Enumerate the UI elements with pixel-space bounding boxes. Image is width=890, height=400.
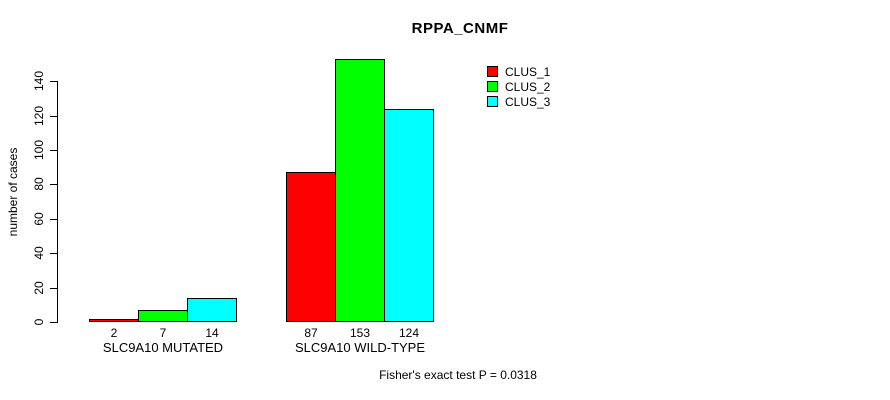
bar-clus_1-2 [286, 172, 336, 322]
bar-value-label: 14 [205, 326, 219, 340]
legend-item-label: CLUS_3 [505, 94, 551, 109]
y-axis-tick-label: 80 [32, 177, 46, 191]
group-label: SLC9A10 WILD-TYPE [294, 340, 426, 355]
y-axis-tick [50, 184, 57, 185]
legend-item: CLUS_1 [487, 64, 550, 79]
bar-value-label: 124 [398, 326, 420, 340]
y-axis-tick [50, 116, 57, 117]
legend: CLUS_1 CLUS_2 CLUS_3 [487, 64, 550, 109]
y-axis-tick-label: 20 [32, 281, 46, 295]
bar-clus_3-1 [187, 298, 237, 322]
bar-clus_2-2 [335, 59, 385, 322]
y-axis-tick [50, 219, 57, 220]
legend-item-label: CLUS_2 [505, 79, 551, 94]
legend-swatch-clus_1 [487, 66, 498, 77]
legend-item: CLUS_3 [487, 94, 550, 109]
y-axis-tick-label: 40 [32, 246, 46, 260]
y-axis-line [57, 81, 58, 323]
bar-clus_3-2 [384, 109, 434, 322]
bar-clus_1-1 [89, 319, 139, 322]
y-axis-tick [50, 322, 57, 323]
fisher-test-annotation: Fisher's exact test P = 0.0318 [379, 368, 537, 382]
y-axis-tick [50, 288, 57, 289]
group-label: SLC9A10 MUTATED [102, 340, 224, 355]
y-axis-tick [50, 150, 57, 151]
y-axis-tick [50, 253, 57, 254]
legend-item-label: CLUS_1 [505, 64, 551, 79]
y-axis-tick [50, 81, 57, 82]
y-axis-tick-label: 120 [32, 105, 46, 127]
legend-item: CLUS_2 [487, 79, 550, 94]
legend-swatch-clus_2 [487, 81, 498, 92]
y-axis-tick-label: 0 [32, 318, 46, 326]
chart-title: RPPA_CNMF [411, 20, 509, 37]
legend-swatch-clus_3 [487, 96, 498, 107]
bar-value-label: 153 [349, 326, 371, 340]
y-axis-tick-label: 60 [32, 212, 46, 226]
bar-value-label: 2 [110, 326, 118, 340]
bar-clus_2-1 [138, 310, 188, 322]
y-axis-tick-label: 100 [32, 139, 46, 161]
bar-value-label: 87 [304, 326, 318, 340]
bar-value-label: 7 [159, 326, 167, 340]
y-axis-tick-label: 140 [32, 70, 46, 92]
